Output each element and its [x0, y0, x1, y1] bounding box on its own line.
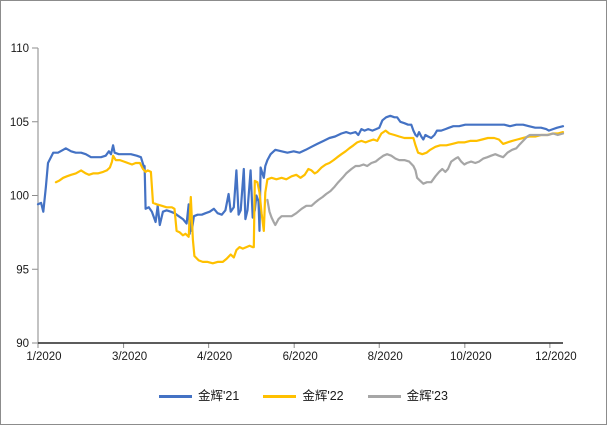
legend-label-jinhui-23: 金辉'23	[406, 389, 448, 403]
legend-item-jinhui-22: 金辉'22	[263, 389, 344, 403]
series-line-1	[54, 129, 565, 265]
y-tick-label: 100	[10, 191, 29, 203]
x-tick-label: 1/2020	[26, 351, 61, 363]
legend-swatch-jinhui-21	[159, 394, 193, 398]
x-tick-label: 10/2020	[450, 351, 492, 363]
series-line-0	[36, 114, 565, 235]
legend-item-jinhui-21: 金辉'21	[159, 390, 239, 403]
legend-item-jinhui-23: 金辉'23	[367, 389, 448, 403]
legend-swatch-jinhui-23	[367, 394, 401, 398]
x-tick-label: 12/2020	[535, 351, 577, 363]
chart-legend: 金辉'21 金辉'22 金辉'23	[1, 390, 606, 403]
x-tick-label: 3/2020	[112, 351, 147, 363]
y-tick-label: 95	[16, 264, 29, 276]
y-tick-label: 110	[11, 43, 29, 55]
x-tick-label: 6/2020	[283, 351, 318, 363]
x-tick-label: 8/2020	[368, 351, 403, 363]
legend-label-jinhui-21: 金辉'21	[198, 389, 240, 403]
legend-swatch-jinhui-22	[263, 394, 297, 398]
legend-label-jinhui-22: 金辉'22	[302, 389, 344, 403]
x-tick-label: 4/2020	[197, 351, 232, 363]
y-tick-label: 90	[16, 338, 29, 350]
series-line-2	[266, 132, 565, 227]
y-tick-label: 105	[10, 117, 29, 129]
